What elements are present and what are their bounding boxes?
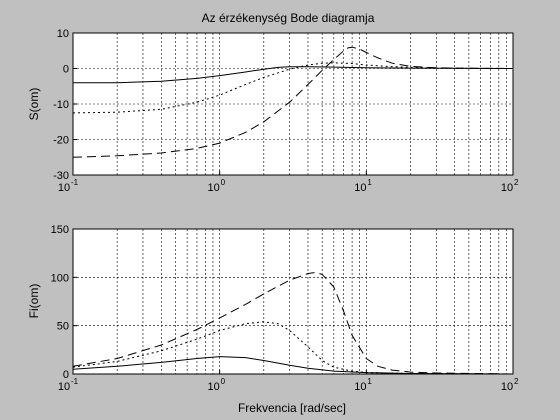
x-tick-label-base: 10 [354, 182, 366, 194]
x-tick-label-exponent: 0 [221, 178, 226, 187]
series-line-solid [73, 66, 514, 84]
x-tick-label-base: 10 [58, 182, 70, 194]
chart-title: Az érzékenység Bode diagramja [202, 11, 375, 25]
x-tick-label-base: 10 [501, 381, 513, 393]
magnitude-ylabel: S(om) [27, 88, 41, 121]
x-tick-label-exponent: 2 [514, 377, 519, 386]
y-tick-label: -10 [53, 99, 69, 111]
x-tick-label-base: 10 [208, 381, 220, 393]
x-tick-label-exponent: 2 [514, 178, 519, 187]
y-tick-label: 50 [57, 321, 69, 333]
series-line-dashed [72, 271, 514, 375]
y-tick-label: -30 [53, 170, 69, 182]
y-tick-label: 0 [63, 369, 69, 381]
x-tick-label-base: 10 [501, 182, 513, 194]
y-tick-label: -20 [53, 135, 69, 147]
x-tick-label-exponent: 0 [221, 377, 226, 386]
phase-ylabel: Fi(om) [27, 284, 41, 319]
magnitude-series [72, 46, 514, 158]
x-tick-label-base: 10 [354, 381, 366, 393]
x-tick-label-exponent: -1 [71, 377, 79, 386]
y-tick-label: 150 [51, 224, 69, 236]
y-tick-label: 10 [57, 28, 69, 40]
series-line-dashed [72, 46, 514, 158]
phase-axes [72, 228, 514, 375]
series-line-dotted [72, 62, 514, 114]
y-tick-label: 0 [63, 64, 69, 76]
x-tick-label-base: 10 [58, 381, 70, 393]
y-tick-label: 100 [51, 272, 69, 284]
phase-grid [73, 229, 513, 374]
x-tick-label-exponent: 1 [367, 178, 372, 187]
magnitude-subplot: Az érzékenység Bode diagramja -30-20-100… [27, 11, 519, 194]
x-axis-label: Frekvencia [rad/sec] [238, 401, 346, 415]
x-tick-label-exponent: 1 [367, 377, 372, 386]
x-tick-label-exponent: -1 [71, 178, 79, 187]
x-tick-label-base: 10 [208, 182, 220, 194]
